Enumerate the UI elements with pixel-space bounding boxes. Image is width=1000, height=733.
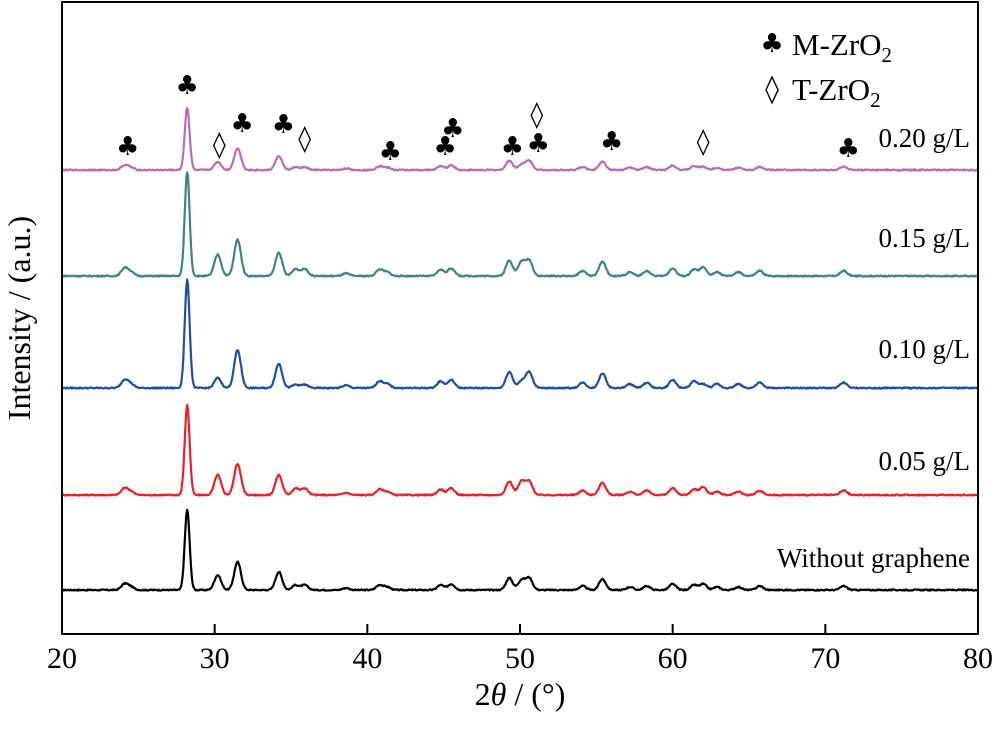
marker-m-zro2: ♣ (837, 134, 860, 164)
legend-m-symbol: ♣ (760, 29, 783, 59)
legend-t-label-main: T-ZrO (792, 72, 870, 107)
marker-m-zro2: ♣ (379, 137, 402, 167)
marker-m-zro2: ♣ (527, 129, 550, 159)
x-axis-title-theta: θ (491, 676, 507, 712)
legend: ♣ M-ZrO2 ◊ T-ZrO2 (760, 27, 892, 112)
series-label-0-05-g-l: 0.05 g/L (879, 446, 971, 476)
marker-m-zro2: ♣ (501, 132, 524, 162)
x-axis-ticks: 20 30 40 50 60 70 80 (47, 624, 993, 675)
marker-m-zro2: ♣ (176, 71, 199, 101)
y-axis-title: Intensity / (a.u.) (1, 216, 37, 420)
x-tick-label-40: 40 (352, 642, 382, 675)
trace-0-10-g-l (61, 278, 979, 390)
marker-m-zro2: ♣ (441, 114, 464, 144)
x-tick-label-20: 20 (47, 642, 77, 675)
x-axis-title-prefix: 2 (475, 676, 491, 712)
x-tick-label-70: 70 (810, 642, 840, 675)
series-label-0-15-g-l: 0.15 g/L (879, 223, 971, 253)
x-tick-label-80: 80 (963, 642, 993, 675)
x-tick-label-30: 30 (200, 642, 230, 675)
trace-0-20-g-l (61, 106, 979, 172)
legend-t-label: T-ZrO2 (792, 72, 881, 112)
legend-t-symbol: ◊ (765, 72, 779, 105)
marker-m-zro2: ♣ (116, 132, 139, 162)
trace-0-15-g-l (61, 171, 979, 278)
trace-0-05-g-l (61, 403, 979, 497)
x-axis-title: 2θ / (°) (475, 676, 566, 712)
marker-m-zro2: ♣ (434, 132, 457, 162)
marker-t-zro2: ◊ (213, 130, 226, 160)
phase-markers: ♣♣◊♣ ♣ ◊ ♣ ♣♣♣ ♣◊♣ ◊ ♣ (116, 71, 860, 167)
series-label-0-10-g-l: 0.10 g/L (879, 334, 971, 364)
legend-t-label-sub: 2 (870, 88, 881, 112)
series-labels: Without graphene 0.05 g/L 0.10 g/L 0.15 g/L… (777, 123, 970, 573)
series-traces (61, 106, 979, 592)
x-tick-label-60: 60 (658, 642, 688, 675)
marker-m-zro2: ♣ (600, 127, 623, 157)
trace-without-graphene (61, 508, 979, 592)
legend-m-label-main: M-ZrO (792, 27, 882, 62)
marker-m-zro2: ♣ (230, 109, 253, 139)
marker-m-zro2: ♣ (272, 110, 295, 140)
marker-t-zro2: ◊ (298, 124, 311, 154)
legend-m-label: M-ZrO2 (792, 27, 892, 67)
marker-t-zro2: ◊ (530, 100, 543, 130)
x-tick-label-50: 50 (505, 642, 535, 675)
legend-m-label-sub: 2 (882, 43, 893, 67)
x-axis-title-suffix: / (°) (506, 676, 565, 712)
series-label-without-graphene: Without graphene (777, 543, 970, 573)
marker-t-zro2: ◊ (697, 127, 710, 157)
series-label-0-20-g-l: 0.20 g/L (879, 123, 971, 153)
